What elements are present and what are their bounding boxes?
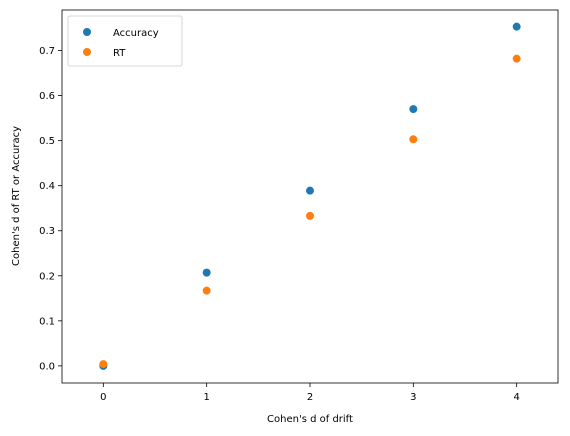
data-point-accuracy: [409, 105, 418, 114]
y-axis-ticks: 0.0 0.1 0.2 0.3 0.4 0.5 0.6 0.7: [39, 46, 62, 372]
x-tick-label: 3: [410, 392, 416, 403]
x-tick-label: 2: [307, 392, 313, 403]
plot-area: [61, 9, 559, 384]
data-point-rt: [306, 211, 314, 220]
legend-label-rt: RT: [113, 48, 126, 59]
y-tick-label: 0.3: [39, 226, 55, 237]
legend-label-accuracy: Accuracy: [113, 28, 159, 39]
x-axis-ticks: 0 1 2 3 4: [100, 383, 520, 403]
data-point-rt: [409, 135, 418, 144]
legend: Accuracy RT: [67, 15, 183, 67]
y-tick-label: 0.7: [39, 46, 55, 57]
legend-marker-rt: [83, 48, 91, 56]
data-point-rt: [99, 360, 108, 369]
y-tick-label: 0.6: [39, 91, 55, 102]
data-points: [99, 22, 521, 370]
x-tick-label: 1: [203, 392, 209, 403]
data-point-rt: [512, 54, 521, 63]
y-tick-label: 0.1: [39, 316, 55, 327]
x-tick-label: 4: [513, 392, 519, 403]
y-tick-label: 0.0: [39, 361, 55, 372]
legend-marker-accuracy: [83, 28, 91, 36]
data-point-accuracy: [202, 268, 211, 277]
data-point-accuracy: [306, 186, 314, 195]
y-axis-label: Cohen's d of RT or Accuracy: [11, 126, 22, 266]
y-tick-label: 0.2: [39, 271, 55, 282]
x-axis-label: Cohen's d of drift: [267, 414, 353, 425]
x-tick-label: 0: [100, 392, 106, 403]
data-point-accuracy: [512, 22, 521, 31]
y-tick-label: 0.5: [39, 136, 55, 147]
data-point-rt: [202, 286, 211, 295]
legend-box: [67, 15, 183, 67]
y-tick-label: 0.4: [39, 181, 55, 192]
